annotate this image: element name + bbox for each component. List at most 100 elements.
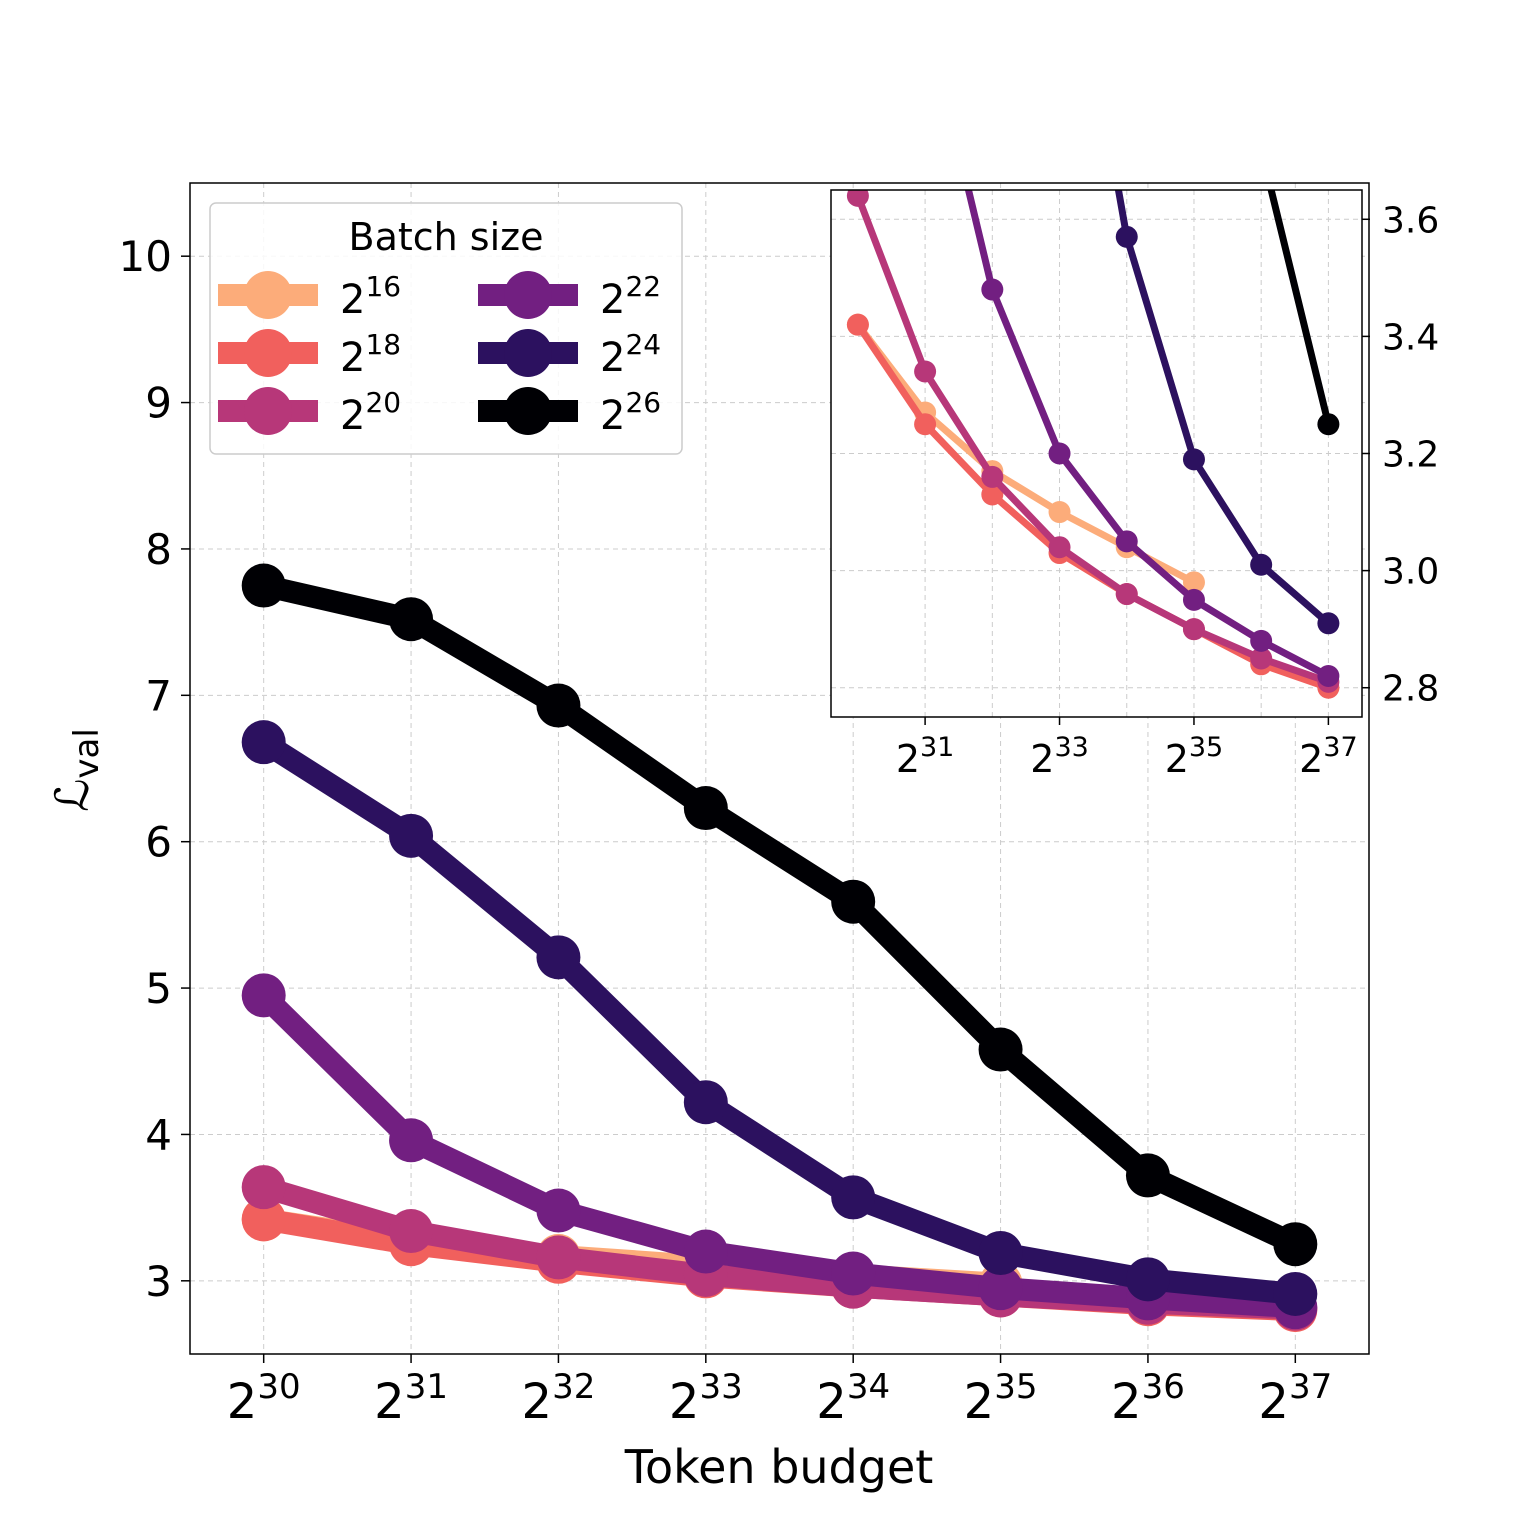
- main-x-tick-label-base: 2: [669, 1374, 700, 1430]
- legend-label: 222: [600, 270, 661, 323]
- main-y-ticks: 3 4 5 6 7 8 9 10: [119, 232, 190, 1306]
- main-data-point: [1273, 1271, 1318, 1316]
- main-data-point: [241, 1197, 286, 1242]
- main-y-tick-label: 9: [145, 379, 172, 428]
- inset-series-line: [964, 190, 1331, 680]
- inset-data-point: [1250, 629, 1273, 652]
- inset-series-22: [964, 190, 1340, 688]
- inset-y-ticks: 2.8 3.0 3.2 3.4 3.6: [1362, 200, 1439, 710]
- main-data-point: [536, 935, 581, 980]
- main-data-point: [978, 1266, 1023, 1311]
- main-data-point: [831, 1175, 876, 1220]
- main-x-tick-label: 236: [1111, 1367, 1185, 1430]
- inset-x-tick-label-base: 2: [1165, 737, 1189, 781]
- legend-label: 218: [340, 328, 401, 381]
- main-data-point: [536, 683, 581, 728]
- legend-entry-16: 216: [218, 270, 401, 323]
- main-series-line: [257, 732, 1297, 1305]
- inset-data-point: [1250, 647, 1273, 670]
- y-axis-label-main: ℒ: [45, 779, 99, 812]
- inset-x-tick-label: 233: [1030, 732, 1089, 781]
- main-x-tick-label: 233: [669, 1367, 743, 1430]
- main-x-tick-label-base: 2: [374, 1374, 405, 1430]
- main-x-ticks: 230 231 232 233 234 235 236 237: [227, 1354, 1332, 1430]
- x-axis-label: Token budget: [624, 1440, 934, 1494]
- svg-text:ℒval: ℒval: [45, 728, 107, 812]
- legend-label-exponent: 24: [625, 328, 661, 361]
- legend-label-base: 2: [340, 393, 365, 439]
- main-x-tick-label: 234: [816, 1367, 890, 1430]
- main-x-tick-label-exponent: 32: [552, 1367, 595, 1407]
- main-y-tick-label: 10: [119, 232, 172, 281]
- inset-series-line: [854, 194, 1330, 686]
- legend-label: 220: [340, 386, 401, 439]
- main-data-point: [536, 1188, 581, 1233]
- main-data-point: [389, 597, 434, 642]
- main-data-point: [241, 563, 286, 608]
- main-series-24: [241, 720, 1318, 1316]
- legend-label-base: 2: [600, 393, 625, 439]
- inset-y-tick-label: 2.8: [1382, 669, 1439, 710]
- inset-series-line: [1114, 190, 1331, 626]
- inset-data-point: [1182, 448, 1205, 471]
- legend-label-base: 2: [600, 335, 625, 381]
- main-data-point: [978, 1231, 1023, 1276]
- inset-x-tick-label: 237: [1299, 732, 1358, 781]
- inset-data-point: [914, 413, 937, 436]
- inset-data-point: [914, 360, 937, 383]
- legend-label-exponent: 18: [365, 328, 401, 361]
- inset-x-tick-label-base: 2: [896, 737, 920, 781]
- y-axis-label-sub: val: [67, 728, 107, 778]
- inset-data-point: [1048, 501, 1071, 524]
- y-axis-label: ℒval: [45, 728, 107, 812]
- inset-data-point: [1115, 583, 1138, 606]
- inset-data-point: [1048, 536, 1071, 559]
- main-x-tick-label-exponent: 36: [1142, 1367, 1185, 1407]
- legend-label-exponent: 16: [365, 270, 401, 303]
- main-x-tick-label-base: 2: [522, 1374, 553, 1430]
- inset-data-point: [981, 483, 1004, 506]
- legend-title: Batch size: [349, 215, 544, 259]
- legend-marker-swatch: [244, 271, 292, 319]
- main-data-point: [536, 1235, 581, 1280]
- main-y-tick-label: 8: [145, 525, 172, 574]
- legend-frame: [209, 202, 683, 455]
- main-data-point: [1125, 1257, 1170, 1302]
- inset-data-point: [1182, 588, 1205, 611]
- main-y-tick-label: 4: [145, 1110, 172, 1159]
- inset-data-point: [981, 465, 1004, 488]
- main-x-tick-label-exponent: 30: [257, 1367, 300, 1407]
- inset-series-26: [1267, 190, 1340, 436]
- main-data-point: [831, 1251, 876, 1296]
- inset-x-tick-label-exponent: 35: [1189, 732, 1223, 763]
- inset-data-point: [981, 278, 1004, 301]
- legend-marker-swatch: [244, 387, 292, 435]
- legend-entry-22: 222: [478, 270, 661, 323]
- legend-entry-20: 220: [218, 386, 401, 439]
- inset-series-group: [846, 190, 1340, 699]
- main-x-tick-label-base: 2: [1111, 1374, 1142, 1430]
- main-x-tick-label-base: 2: [816, 1374, 847, 1430]
- main-data-point: [241, 1165, 286, 1210]
- inset-data-point: [1182, 618, 1205, 641]
- legend-marker-swatch: [244, 329, 292, 377]
- inset-x-tick-label-exponent: 33: [1054, 732, 1088, 763]
- main-data-point: [683, 786, 728, 831]
- inset-y-tick-label: 3.4: [1382, 317, 1439, 358]
- main-data-point: [683, 1080, 728, 1125]
- inset-data-point: [1317, 612, 1340, 635]
- inset-data-point: [1115, 225, 1138, 248]
- main-y-tick-label: 5: [145, 964, 172, 1013]
- main-data-point: [978, 1027, 1023, 1072]
- legend-label: 216: [340, 270, 401, 323]
- main-data-point: [1273, 1222, 1318, 1267]
- main-data-point: [389, 1209, 434, 1254]
- main-data-point: [1125, 1153, 1170, 1198]
- inset-data-point: [1317, 413, 1340, 436]
- inset-x-tick-label: 235: [1165, 732, 1224, 781]
- inset-data-point: [1048, 442, 1071, 465]
- legend-entry-26: 226: [478, 386, 661, 439]
- main-x-tick-label: 231: [374, 1367, 448, 1430]
- inset-data-point: [1115, 530, 1138, 553]
